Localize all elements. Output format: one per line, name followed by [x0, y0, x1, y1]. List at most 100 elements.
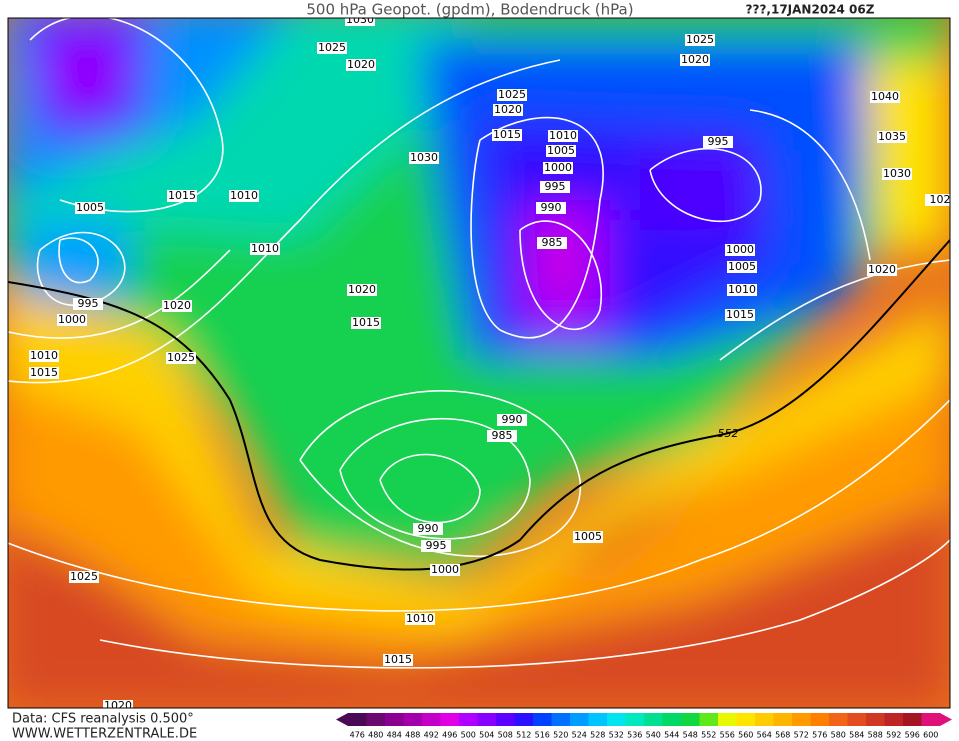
colorbar-label: 572: [794, 731, 809, 740]
contour-label: 552: [718, 427, 739, 440]
isobar-label: 1025: [70, 570, 98, 583]
colorbar-swatch: [921, 713, 941, 726]
isobar-label-bg: [543, 162, 573, 174]
colorbar-swatch: [829, 713, 848, 726]
colorbar-swatch: [847, 713, 867, 726]
colorbar-label: 588: [868, 731, 883, 740]
colorbar-swatch: [644, 713, 663, 726]
colorbar-swatch: [477, 713, 497, 726]
isobar-label: 1020: [868, 263, 896, 276]
isobar-label: 1010: [251, 242, 279, 255]
isobar-label: 1005: [728, 260, 756, 273]
isobar-label-bg: [727, 284, 757, 296]
isobar-label: 1015: [352, 316, 380, 329]
isobar-label: 1020: [348, 283, 376, 296]
colorbar-label: 508: [498, 731, 513, 740]
isobar-label-bg: [166, 352, 196, 364]
isobar-label-bg: [421, 540, 451, 552]
isobar-label-bg: [405, 613, 435, 625]
isobar-label: 1010: [30, 349, 58, 362]
isobar-label: 1015: [384, 653, 412, 666]
colorbar-label: 500: [461, 731, 476, 740]
isobar-label-bg: [69, 571, 99, 583]
colorbar-swatch: [736, 713, 756, 726]
colorbar-label: 476: [350, 731, 365, 740]
isobar-label: 1010: [728, 283, 756, 296]
colorbar-swatch: [773, 713, 793, 726]
isobar-label: 1020: [681, 53, 709, 66]
isobar-label: 1000: [58, 313, 86, 326]
colorbar-label: 492: [424, 731, 439, 740]
isobar-label-bg: [573, 531, 603, 543]
colorbar-swatch: [422, 713, 441, 726]
isobar-label-bg: [413, 523, 443, 535]
colorbar-label: 520: [553, 731, 568, 740]
isobar-label-bg: [345, 18, 375, 26]
colorbar-label: 568: [775, 731, 790, 740]
isobar-label: 985: [542, 236, 563, 249]
site-url: WWW.WETTERZENTRALE.DE: [12, 727, 197, 741]
isobar-label: 1030: [410, 151, 438, 164]
isobar-label: 1020: [494, 103, 522, 116]
isobar-label-bg: [29, 350, 59, 362]
colorbar-swatch: [625, 713, 645, 726]
isobar-label: 1030: [346, 13, 374, 26]
isobar-label: 1015: [30, 366, 58, 379]
colorbar-swatch: [699, 713, 719, 726]
isobar-label-bg: [540, 181, 570, 193]
colorbar-label: 536: [627, 731, 642, 740]
colorbar-label: 504: [479, 731, 494, 740]
data-source: Data: CFS reanalysis 0.500°: [12, 712, 194, 727]
isobar-label-bg: [493, 104, 523, 116]
isobar-label-bg: [727, 261, 757, 273]
colorbar-swatch: [718, 713, 737, 726]
isobar-label-bg: [317, 42, 347, 54]
isobar-label: 1010: [549, 129, 577, 142]
isobar-label-bg: [497, 414, 527, 426]
isobar-label: 1020: [163, 299, 191, 312]
isobar-label: 1025: [167, 351, 195, 364]
isobar-label-bg: [383, 654, 413, 666]
colorbar-swatch: [440, 713, 460, 726]
colorbar-label: 552: [701, 731, 716, 740]
map-frame: [7, 17, 951, 709]
colorbar-label: 556: [720, 731, 735, 740]
map-title: 500 hPa Geopot. (gpdm), Bodendruck (hPa): [306, 1, 633, 19]
isobar-label: 990: [502, 413, 523, 426]
colorbar-label: 580: [831, 731, 846, 740]
isobar-label-bg: [867, 264, 897, 276]
colorbar-swatch: [884, 713, 904, 726]
isobar-label: 1015: [168, 189, 196, 202]
colorbar-label: 548: [683, 731, 698, 740]
colorbar-swatch: [459, 713, 478, 726]
colorbar-label: 576: [812, 731, 827, 740]
colorbar-swatch: [866, 713, 885, 726]
isobars: [8, 18, 950, 669]
colorbar-swatch: [607, 713, 626, 726]
colorbar-swatch: [385, 713, 404, 726]
isobar-label-bg: [546, 145, 576, 157]
isobar-label-bg: [229, 190, 259, 202]
colorbar: 476 480 484 488 492 496 500 504 508 512 516 520 524 5…: [336, 713, 952, 740]
isobar-label-bg: [73, 298, 103, 310]
colorbar-label: 532: [609, 731, 624, 740]
isobar-label: 985: [492, 429, 513, 442]
isobar-label-bg: [870, 91, 900, 103]
colorbar-swatch: [533, 713, 552, 726]
isobar-label: 990: [541, 201, 562, 214]
colorbar-label: 560: [738, 731, 753, 740]
isobar-label-bg: [725, 244, 755, 256]
colorbar-label: 564: [757, 731, 772, 740]
isobar-label-bg: [548, 130, 578, 142]
isobar-label-bg: [103, 700, 133, 708]
isobar-label-bg: [167, 190, 197, 202]
isobar-label-bg: [409, 152, 439, 164]
isobar-label-bg: [537, 237, 567, 249]
isobar-label: 1035: [878, 130, 906, 143]
colorbar-label: 544: [664, 731, 679, 740]
isobar-label: 1030: [883, 167, 911, 180]
colorbar-label: 512: [516, 731, 531, 740]
isobar-label-bg: [57, 314, 87, 326]
